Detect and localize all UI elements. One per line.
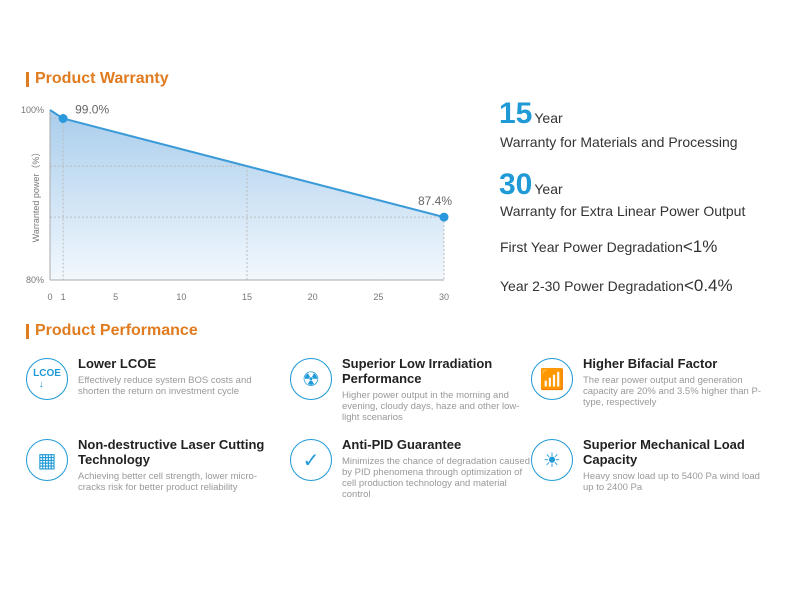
y-tick-label: 100% (21, 105, 44, 115)
feature-desc: Minimizes the chance of degradation caus… (342, 456, 531, 500)
feature-desc: Heavy snow load up to 5400 Pa wind load … (583, 471, 760, 493)
later-years-degradation: Year 2-30 Power Degradation<0.4% (500, 276, 733, 295)
x-tick-label: 5 (113, 292, 118, 302)
x-tick-label: 30 (439, 292, 449, 302)
linear-years: 30 Year (499, 168, 563, 201)
x-tick-label: 25 (373, 292, 383, 302)
feature-desc: Higher power output in the morning and e… (342, 390, 520, 423)
feature-desc: Achieving better cell strength, lower mi… (78, 471, 257, 493)
warranty-heading: Product Warranty (26, 70, 169, 88)
data-label: 99.0% (75, 103, 109, 117)
performance-heading: Product Performance (26, 322, 198, 340)
data-label: 87.4% (418, 194, 452, 208)
lcoe-icon: LCOE ↓ (26, 358, 68, 400)
x-tick-label: 20 (308, 292, 318, 302)
first-year-degradation: First Year Power Degradation<1% (500, 237, 718, 256)
feature-title: Lower LCOE (78, 356, 157, 371)
feature-item: ✓ Anti-PID Guarantee Minimizes the chance … (290, 437, 530, 500)
weather-load-icon: ☀ (531, 439, 573, 481)
warranty-chart: 99.0%87.4%0 1 5 10 15 20 25 30100%80%Warranted … (21, 103, 452, 303)
feature-item: ☢ Superior Low Irradiation Performance Hig… (290, 356, 530, 423)
feature-title: Superior Low Irradiation Performance (342, 356, 493, 386)
data-point (439, 212, 449, 222)
y-axis-label: Warranted power（%） (31, 148, 41, 243)
x-tick-label: 10 (176, 292, 186, 302)
data-point (58, 114, 68, 123)
performance-title: Product Performance (35, 322, 198, 339)
solar-cell-icon: ▦ (26, 439, 68, 481)
x-tick-label: 1 (61, 292, 66, 302)
bar-chart-icon: 📶 (531, 358, 573, 400)
feature-item: 📶 Higher Bifacial Factor The rear power ou… (531, 356, 771, 408)
low-irradiation-icon: ☢ (290, 358, 332, 400)
warranty-title: Product Warranty (35, 70, 169, 87)
x-tick-label: 0 (47, 292, 52, 302)
feature-desc: The rear power output and generation cap… (583, 375, 761, 408)
materials-desc: Warranty for Materials and Processing (500, 134, 738, 150)
feature-item: LCOE ↓ Lower LCOE Effectively reduce syste… (26, 356, 266, 400)
shield-check-icon: ✓ (290, 439, 332, 481)
feature-title: Anti-PID Guarantee (342, 437, 462, 452)
feature-title: Superior Mechanical Load Capacity (583, 437, 745, 467)
feature-item: ▦ Non-destructive Laser Cutting Technolog… (26, 437, 266, 493)
feature-item: ☀ Superior Mechanical Load Capacity Heavy … (531, 437, 771, 493)
materials-years: 15 Year (499, 97, 563, 130)
feature-title: Non-destructive Laser Cutting Technology (78, 437, 265, 467)
x-tick-label: 15 (242, 292, 252, 302)
linear-desc: Warranty for Extra Linear Power Output (500, 203, 746, 219)
y-tick-label: 80% (26, 275, 44, 285)
feature-title: Higher Bifacial Factor (583, 356, 718, 371)
feature-desc: Effectively reduce system BOS costs and … (78, 375, 252, 397)
